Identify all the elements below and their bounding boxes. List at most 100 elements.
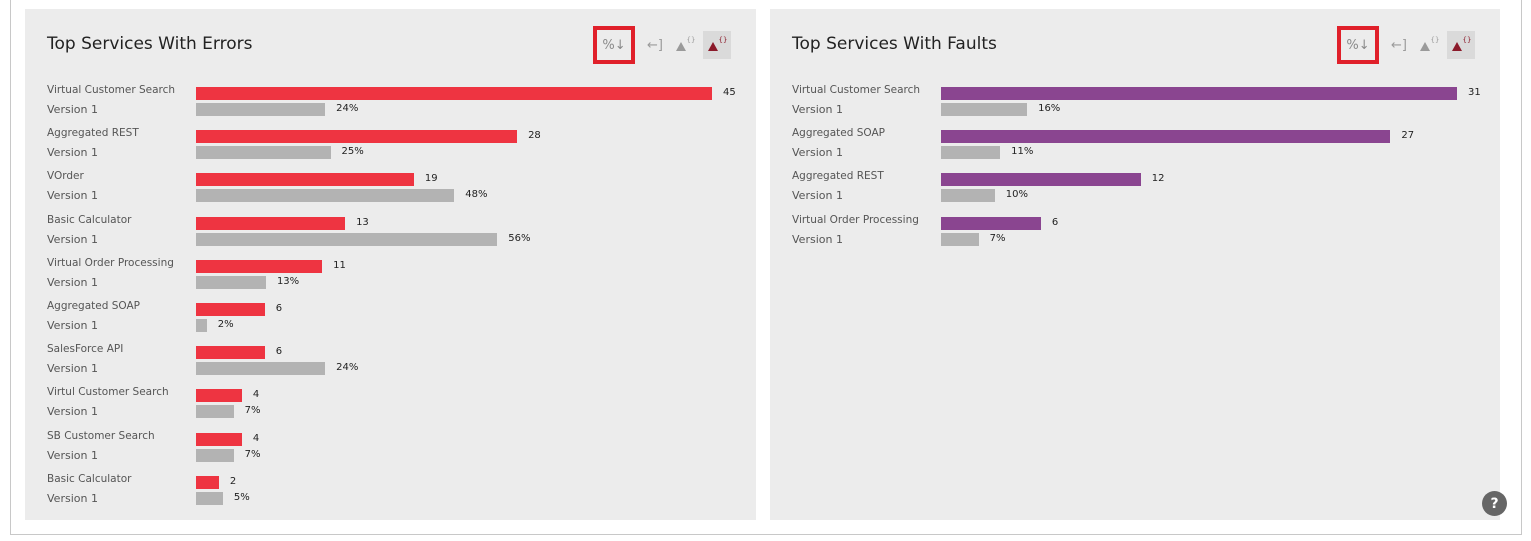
percent-bar[interactable] [941, 189, 995, 203]
service-row[interactable]: Basic Calculator Version 1 2 5% [25, 473, 756, 513]
count-value-label: 27 [1401, 130, 1415, 142]
percent-bar[interactable] [196, 362, 326, 376]
service-version: Version 1 [47, 189, 98, 203]
count-bar[interactable] [196, 130, 518, 144]
percent-value-label: 7% [989, 232, 1006, 244]
percent-bar[interactable] [196, 319, 207, 332]
percent-bar[interactable] [196, 146, 331, 160]
sort-percent-button[interactable]: %↓ [1337, 26, 1379, 64]
count-value-label: 13 [356, 216, 369, 228]
service-row[interactable]: SB Customer Search Version 1 4 7% [25, 430, 756, 470]
service-name: Virtual Order Processing [792, 213, 919, 226]
percent-value-label: 25% [341, 146, 364, 158]
service-row[interactable]: Virtual Order Processing Version 1 6 7% [770, 214, 1500, 254]
percent-bar[interactable] [941, 103, 1028, 116]
count-bar[interactable] [941, 173, 1141, 187]
service-row[interactable]: Virtual Order Processing Version 1 11 13% [25, 257, 756, 297]
service-version: Version 1 [47, 405, 98, 419]
percent-value-label: 5% [233, 491, 250, 503]
count-value-label: 4 [252, 389, 260, 401]
service-version: Version 1 [47, 232, 98, 246]
percent-value-label: 7% [244, 448, 261, 460]
service-name: Virtual Order Processing [47, 256, 174, 269]
percent-bar[interactable] [196, 448, 234, 462]
count-value-label: 19 [424, 173, 438, 185]
percent-bar[interactable] [196, 232, 498, 246]
service-version: Version 1 [47, 491, 98, 505]
service-name: Aggregated REST [47, 127, 139, 140]
count-value-label: 6 [275, 303, 283, 314]
triangle-brace-active-icon[interactable]: {} [703, 31, 731, 59]
percent-bar[interactable] [196, 405, 234, 419]
triangle-shape [675, 41, 686, 51]
count-value-label: 6 [1051, 216, 1059, 228]
service-row[interactable]: Basic Calculator Version 1 13 56% [25, 214, 756, 254]
percent-bar[interactable] [196, 491, 223, 505]
count-value-label: 12 [1151, 173, 1165, 185]
triangle-shape [707, 41, 718, 51]
count-bar[interactable] [196, 259, 323, 273]
export-icon[interactable]: ←] [1391, 37, 1407, 53]
count-bar[interactable] [941, 130, 1391, 144]
export-icon[interactable]: ←] [647, 37, 663, 53]
percent-bar[interactable] [941, 232, 979, 246]
service-row[interactable]: Aggregated SOAP Version 1 27 11% [770, 127, 1500, 167]
count-bar[interactable] [196, 216, 346, 230]
count-bar[interactable] [196, 303, 265, 316]
percent-value-label: 56% [508, 232, 531, 244]
count-value-label: 2 [229, 475, 237, 487]
help-button[interactable]: ? [1482, 491, 1507, 516]
percent-bar[interactable] [196, 189, 455, 203]
percent-value-label: 7% [244, 405, 261, 417]
service-row[interactable]: Virtual Customer Search Version 1 45 24% [25, 84, 756, 124]
service-row[interactable]: Aggregated SOAP Version 1 6 2% [25, 300, 756, 340]
service-version: Version 1 [792, 189, 843, 203]
triangle-brace-icon[interactable]: {} [671, 31, 699, 59]
errors-panel-title: Top Services With Errors [47, 34, 253, 54]
count-bar[interactable] [196, 475, 219, 489]
count-bar[interactable] [196, 87, 712, 100]
service-row[interactable]: Aggregated REST Version 1 12 10% [770, 170, 1500, 210]
service-version: Version 1 [47, 362, 98, 376]
count-bar[interactable] [941, 216, 1041, 230]
count-bar[interactable] [196, 346, 265, 360]
service-name: SB Customer Search [47, 429, 155, 442]
service-version: Version 1 [792, 146, 843, 160]
percent-value-label: 2% [217, 319, 234, 330]
service-version: Version 1 [47, 319, 98, 332]
count-bar[interactable] [196, 432, 242, 446]
percent-value-label: 10% [1005, 189, 1029, 201]
triangle-brace-active-icon[interactable]: {} [1447, 31, 1475, 59]
percent-bar[interactable] [941, 146, 1001, 160]
service-row[interactable]: VOrder Version 1 19 48% [25, 170, 756, 210]
service-name: Basic Calculator [47, 213, 132, 226]
faults-panel: Top Services With Faults %↓ ←] {} {} Vir… [770, 9, 1500, 520]
service-version: Version 1 [47, 146, 98, 160]
service-name: Aggregated SOAP [47, 300, 140, 312]
service-version: Version 1 [792, 103, 843, 116]
count-bar[interactable] [196, 389, 242, 403]
percent-value-label: 24% [336, 103, 359, 114]
count-value-label: 6 [275, 346, 283, 358]
percent-bar[interactable] [196, 103, 326, 116]
percent-value-label: 13% [276, 275, 300, 287]
count-bar[interactable] [196, 173, 414, 187]
percent-value-label: 24% [336, 362, 359, 374]
service-version: Version 1 [792, 232, 843, 246]
percent-value-label: 48% [465, 189, 488, 201]
service-row[interactable]: SalesForce API Version 1 6 24% [25, 343, 756, 383]
sort-percent-button[interactable]: %↓ [593, 26, 635, 64]
brace-glyph: {} [686, 36, 696, 44]
percent-bar[interactable] [196, 275, 266, 289]
service-version: Version 1 [47, 448, 98, 462]
count-bar[interactable] [941, 87, 1457, 100]
service-row[interactable]: Aggregated REST Version 1 28 25% [25, 127, 756, 167]
service-name: Aggregated REST [792, 170, 884, 183]
service-name: VOrder [47, 170, 84, 183]
count-value-label: 31 [1468, 87, 1481, 98]
triangle-shape [1451, 41, 1462, 51]
service-row[interactable]: Virtual Customer Search Version 1 31 16% [770, 84, 1500, 124]
triangle-brace-icon[interactable]: {} [1415, 31, 1443, 59]
service-row[interactable]: Virtul Customer Search Version 1 4 7% [25, 386, 756, 426]
brace-glyph: {} [1462, 36, 1472, 44]
